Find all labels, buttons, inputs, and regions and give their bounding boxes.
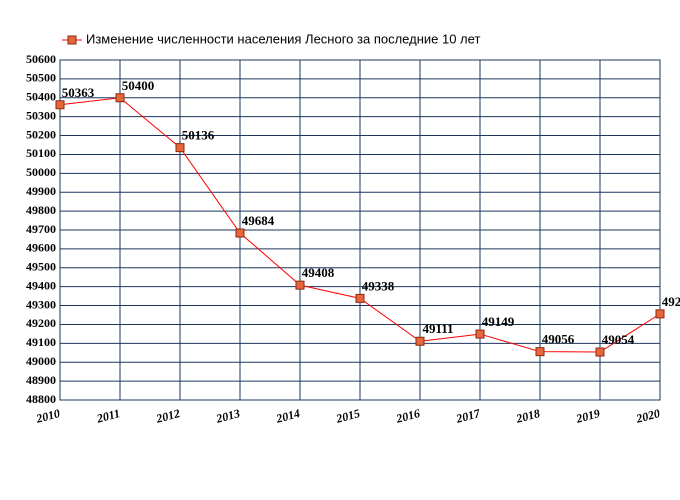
y-tick-label: 49100: [26, 335, 56, 349]
data-point: [115, 93, 125, 103]
data-label: 50400: [122, 78, 155, 93]
y-tick-label: 49900: [26, 184, 56, 198]
y-tick-label: 49700: [26, 222, 56, 236]
y-tick-label: 50200: [26, 127, 56, 141]
y-tick-label: 49800: [26, 203, 56, 217]
y-tick-label: 50500: [26, 71, 56, 85]
y-tick-label: 50000: [26, 165, 56, 179]
x-tick-label: 2017: [454, 406, 483, 426]
data-label: 49338: [362, 278, 395, 293]
data-label: 50136: [182, 128, 215, 143]
legend-label: Изменение численности населения Лесного …: [86, 31, 480, 46]
data-label: 49408: [302, 265, 335, 280]
y-tick-label: 50300: [26, 108, 56, 122]
data-point: [475, 329, 485, 339]
data-label: 49256: [662, 294, 680, 309]
x-tick-label: 2015: [334, 406, 362, 426]
y-tick-label: 49500: [26, 260, 56, 274]
x-tick-label: 2012: [154, 406, 182, 426]
x-tick-label: 2020: [634, 406, 662, 426]
y-tick-label: 49300: [26, 297, 56, 311]
data-label: 49149: [482, 314, 515, 329]
data-point: [535, 347, 545, 357]
data-point: [595, 347, 605, 357]
x-tick-label: 2019: [574, 406, 602, 426]
data-label: 49056: [542, 332, 575, 347]
data-point: [655, 309, 665, 319]
y-tick-label: 50400: [26, 90, 56, 104]
y-tick-label: 50600: [26, 52, 56, 66]
data-point: [235, 228, 245, 238]
data-label: 50363: [62, 85, 95, 100]
y-tick-label: 48900: [26, 373, 56, 387]
y-tick-label: 48800: [26, 392, 56, 406]
data-point: [55, 100, 65, 110]
data-point: [295, 280, 305, 290]
y-tick-label: 49000: [26, 354, 56, 368]
y-tick-label: 49600: [26, 241, 56, 255]
y-tick-label: 49200: [26, 316, 56, 330]
y-tick-label: 49400: [26, 278, 56, 292]
x-tick-label: 2011: [94, 406, 121, 426]
x-tick-label: 2018: [514, 406, 542, 426]
data-point: [415, 336, 425, 346]
data-label: 49111: [422, 321, 453, 336]
data-label: 49684: [242, 213, 275, 228]
x-tick-label: 2013: [214, 406, 242, 426]
legend-marker: [67, 35, 77, 45]
x-tick-label: 2016: [394, 406, 422, 426]
data-point: [355, 293, 365, 303]
x-tick-label: 2014: [274, 406, 302, 426]
y-tick-label: 50100: [26, 146, 56, 160]
data-point: [175, 143, 185, 153]
x-tick-label: 2010: [34, 406, 62, 426]
data-label: 49054: [602, 332, 635, 347]
